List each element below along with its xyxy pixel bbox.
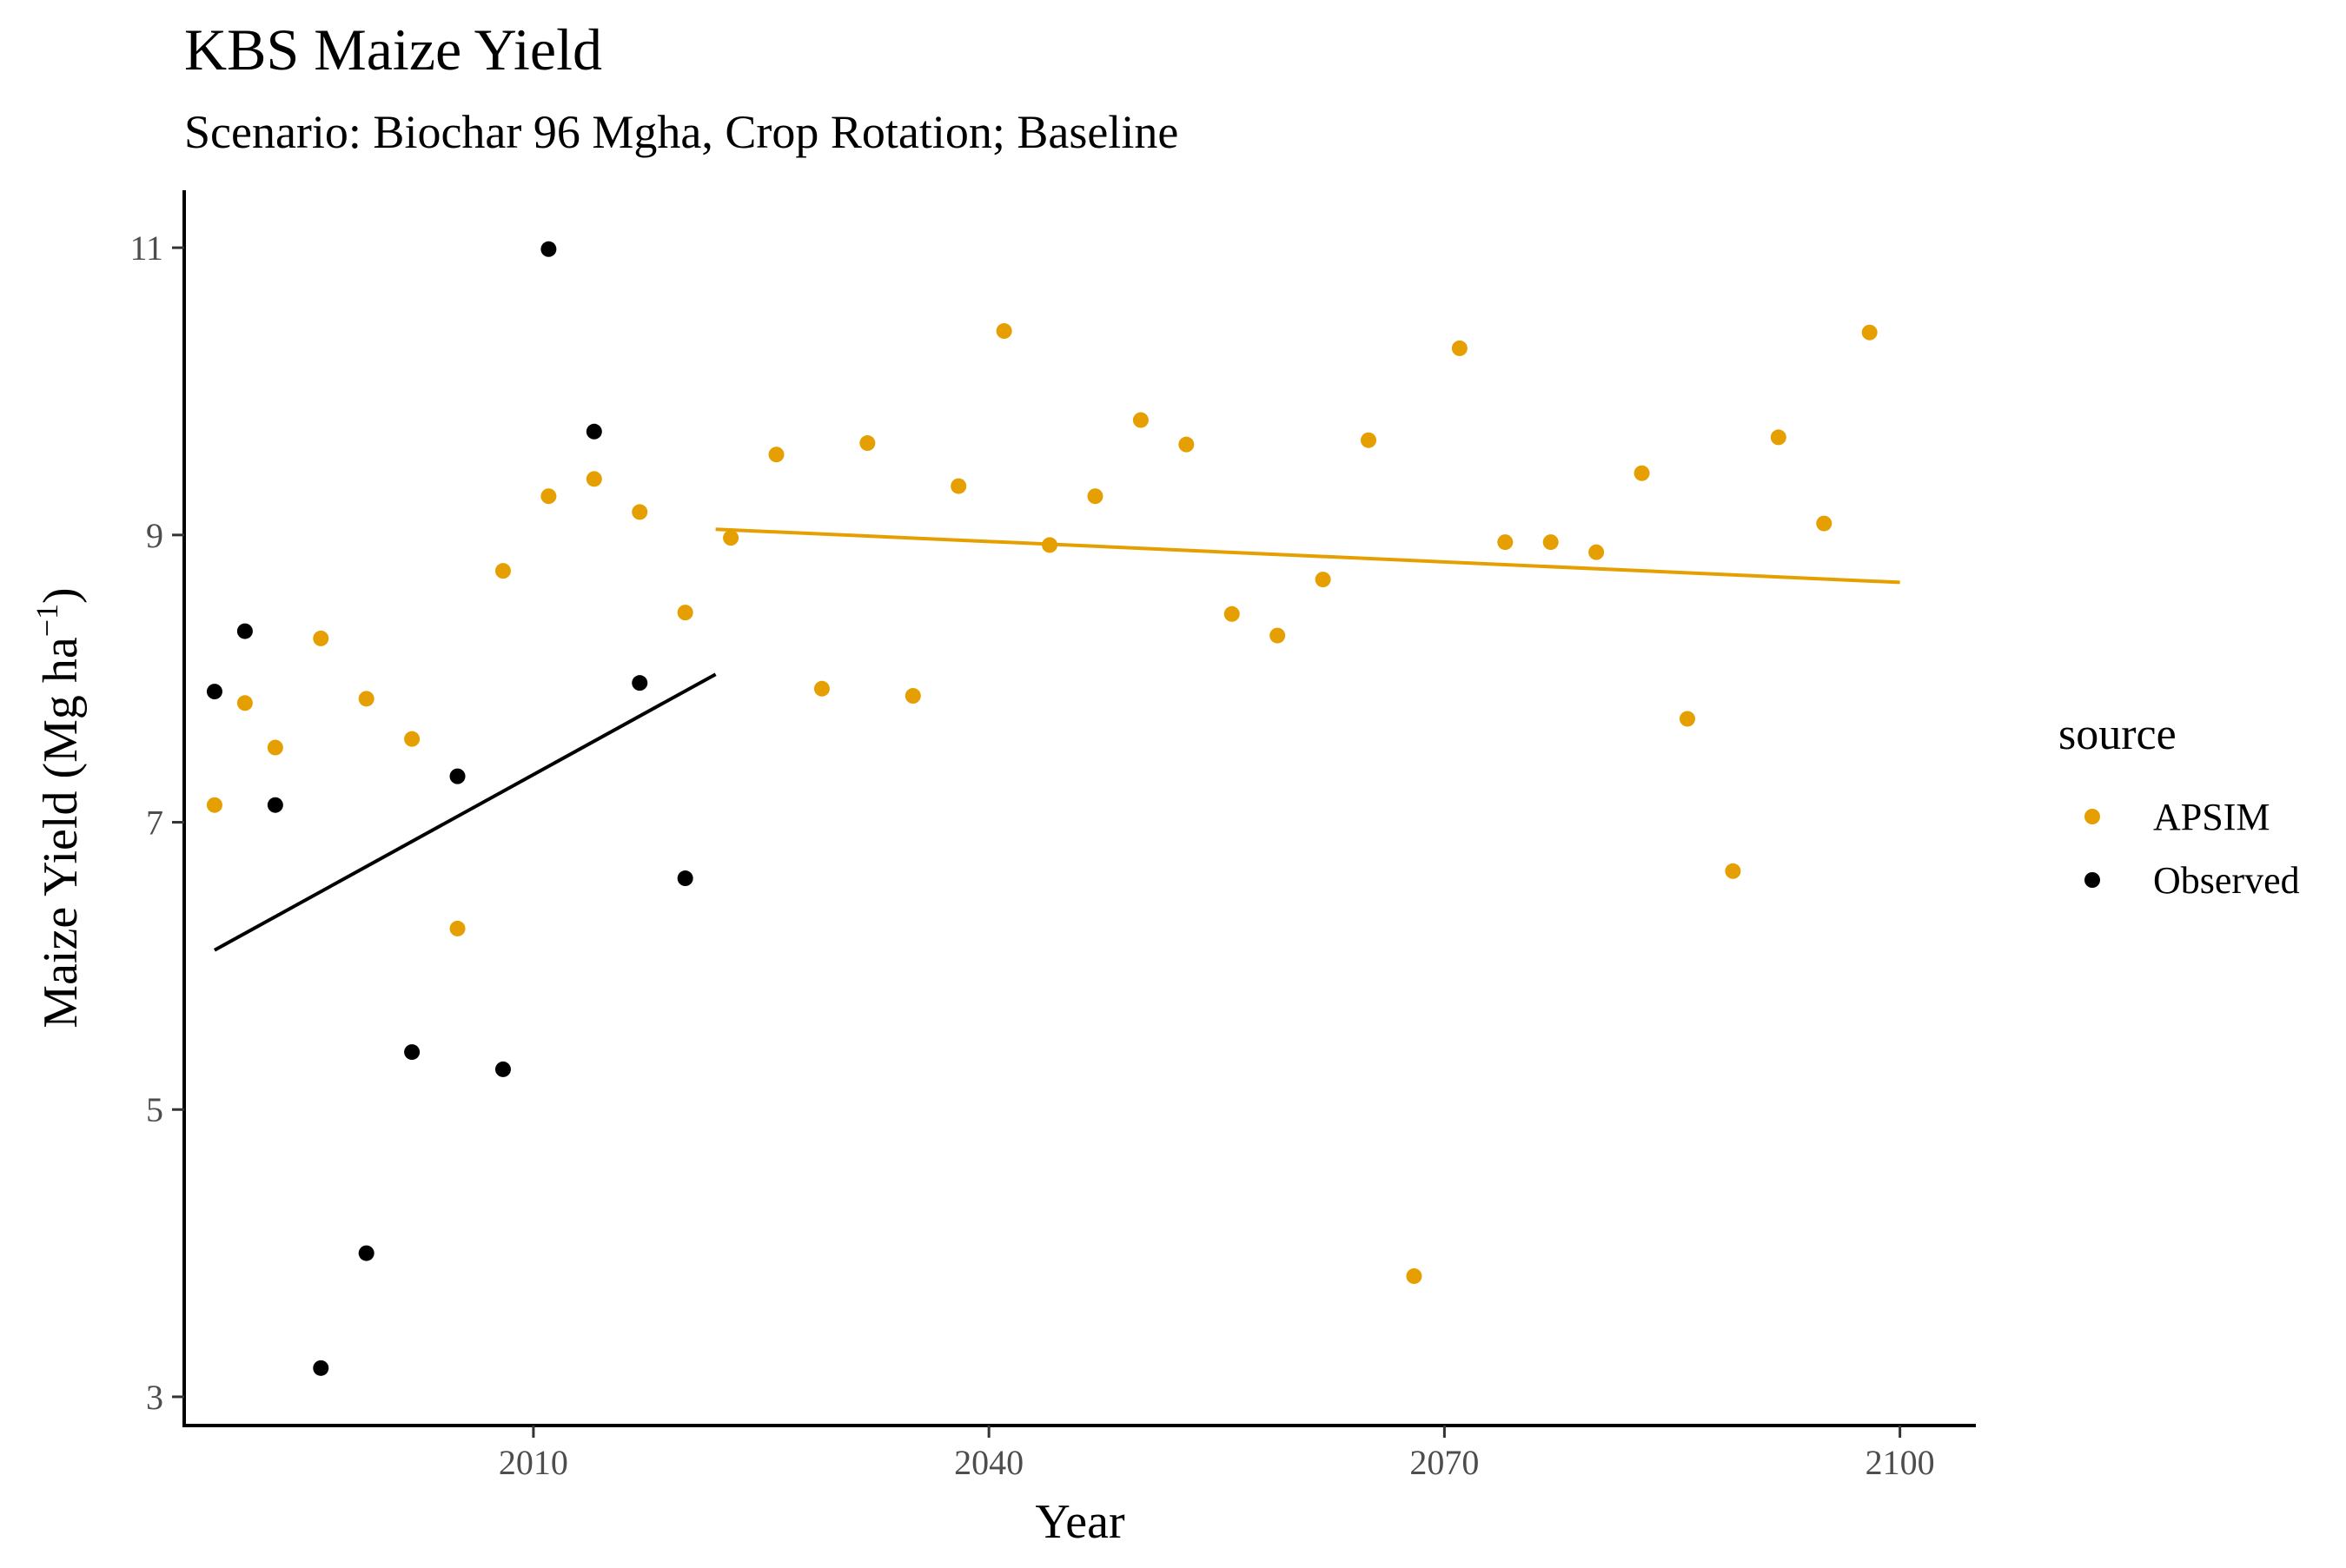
legend-label-observed: Observed: [2153, 859, 2300, 902]
y-tick-layer: 3 5 7 9 11: [129, 228, 184, 1417]
point-apsim: [1861, 324, 1878, 341]
legend: source APSIM Observed: [2058, 710, 2300, 902]
y-axis-title-superscript: −1: [30, 604, 64, 637]
chart-title: KBS Maize Yield: [184, 17, 602, 83]
x-tick-label: 2010: [499, 1443, 568, 1482]
point-apsim: [1497, 534, 1514, 551]
legend-key-observed: [2084, 872, 2100, 888]
legend-key-apsim: [2084, 809, 2100, 824]
x-tick-label: 2100: [1866, 1443, 1935, 1482]
point-apsim: [677, 605, 693, 621]
point-apsim: [1178, 436, 1195, 453]
point-observed: [586, 423, 602, 440]
point-apsim: [723, 530, 739, 546]
point-apsim: [1132, 412, 1149, 428]
point-apsim: [449, 920, 466, 936]
x-tick-label: 2040: [954, 1443, 1024, 1482]
point-observed: [267, 797, 283, 813]
point-apsim: [206, 797, 222, 813]
point-apsim: [905, 688, 921, 705]
point-apsim: [996, 323, 1012, 340]
point-apsim: [313, 630, 329, 646]
point-apsim: [1634, 465, 1650, 481]
point-apsim: [1816, 515, 1832, 532]
point-layer: [206, 241, 1878, 1376]
y-axis-title-close: ): [34, 587, 88, 604]
point-apsim: [540, 488, 557, 505]
legend-title: source: [2058, 710, 2177, 759]
point-apsim: [1269, 627, 1286, 644]
point-observed: [677, 870, 693, 887]
trendline-layer: [213, 527, 1900, 952]
point-apsim: [1725, 863, 1741, 879]
point-apsim: [1588, 544, 1605, 560]
point-apsim: [358, 691, 374, 707]
y-tick-label: 3: [146, 1378, 163, 1417]
point-apsim: [1542, 534, 1559, 551]
point-apsim: [1087, 488, 1103, 505]
point-observed: [404, 1044, 421, 1061]
y-tick-label: 5: [146, 1090, 163, 1129]
trendline-apsim: [715, 527, 1900, 585]
point-observed: [540, 241, 557, 257]
legend-items: APSIM Observed: [2084, 796, 2300, 902]
legend-label-apsim: APSIM: [2153, 796, 2270, 838]
point-apsim: [1679, 711, 1695, 727]
x-axis-title: Year: [1035, 1495, 1125, 1549]
point-observed: [206, 684, 222, 700]
x-tick-layer: 2010 2040 2070 2100: [499, 1426, 1935, 1482]
y-tick-label: 11: [129, 228, 163, 268]
y-axis-title: Maize Yield (Mg ha−1): [30, 587, 88, 1028]
point-apsim: [404, 731, 421, 747]
point-apsim: [632, 504, 648, 520]
point-observed: [449, 768, 466, 784]
point-apsim: [1770, 429, 1786, 446]
point-apsim: [1223, 605, 1240, 622]
chart-subtitle: Scenario: Biochar 96 Mgha, Crop Rotation…: [184, 106, 1178, 158]
point-apsim: [1042, 537, 1058, 553]
point-observed: [358, 1245, 374, 1261]
trendline-observed: [213, 672, 717, 952]
point-observed: [236, 623, 253, 639]
y-tick-label: 7: [146, 804, 163, 843]
point-apsim: [951, 478, 967, 494]
point-apsim: [494, 563, 511, 579]
point-observed: [494, 1061, 511, 1077]
point-apsim: [768, 447, 785, 463]
y-axis-title-main: Maize Yield (Mg ha: [34, 637, 88, 1029]
point-apsim: [1406, 1268, 1422, 1285]
x-tick-label: 2070: [1409, 1443, 1479, 1482]
point-observed: [313, 1360, 329, 1376]
point-apsim: [859, 435, 876, 452]
point-apsim: [1451, 340, 1468, 356]
point-apsim: [1361, 432, 1377, 448]
point-apsim: [267, 739, 283, 756]
point-apsim: [813, 680, 830, 697]
y-tick-label: 9: [146, 516, 163, 555]
point-observed: [632, 675, 648, 691]
point-apsim: [1315, 572, 1331, 588]
point-apsim: [586, 471, 602, 487]
point-apsim: [236, 695, 253, 711]
